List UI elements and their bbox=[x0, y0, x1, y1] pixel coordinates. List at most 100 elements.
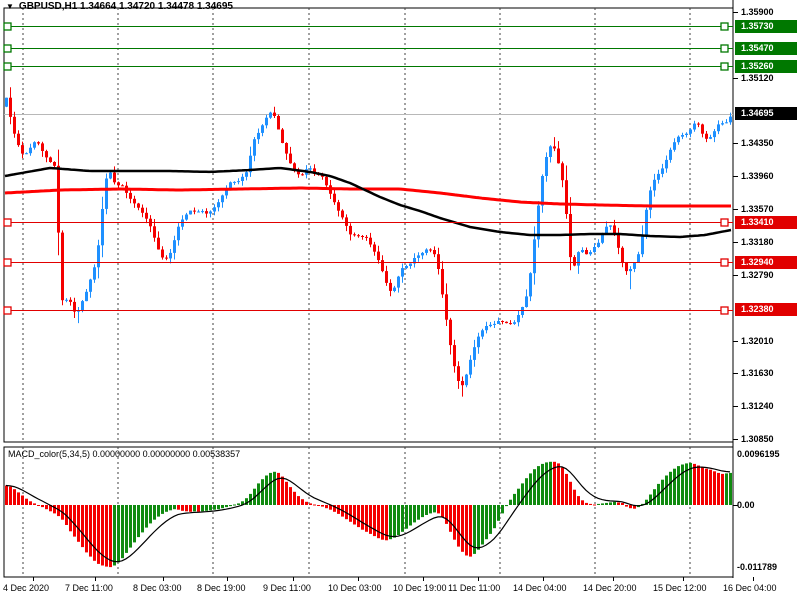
candle-bear bbox=[285, 143, 288, 154]
support-price-badge: 1.32380 bbox=[735, 303, 797, 317]
price-tick-label: 1.31240 bbox=[741, 400, 774, 411]
candle-bull bbox=[29, 147, 32, 154]
price-tick-label: 1.32010 bbox=[741, 335, 774, 346]
macd-bar-down bbox=[281, 476, 284, 505]
candle-bear bbox=[57, 165, 60, 233]
macd-bar-down bbox=[565, 473, 568, 505]
candle-bear bbox=[297, 170, 300, 175]
candle-bear bbox=[625, 262, 628, 272]
macd-bar-up bbox=[121, 505, 124, 559]
macd-bar-up bbox=[689, 462, 692, 505]
candle-bear bbox=[453, 345, 456, 367]
macd-bar-up bbox=[133, 505, 136, 543]
macd-bar-up bbox=[405, 505, 408, 529]
candle-bear bbox=[157, 237, 160, 250]
line-handle[interactable] bbox=[720, 306, 729, 315]
line-handle[interactable] bbox=[3, 218, 12, 227]
candle-bear bbox=[17, 133, 20, 146]
candle-bear bbox=[341, 210, 344, 218]
line-handle[interactable] bbox=[3, 44, 12, 53]
macd-bar-up bbox=[161, 505, 164, 514]
macd-bar-down bbox=[29, 501, 32, 505]
candle-bear bbox=[165, 257, 168, 259]
line-handle[interactable] bbox=[3, 258, 12, 267]
macd-bar-up bbox=[665, 475, 668, 505]
candle-bull bbox=[469, 359, 472, 375]
candle-bull bbox=[89, 279, 92, 292]
macd-bar-down bbox=[17, 492, 20, 505]
macd-bar-up bbox=[489, 505, 492, 534]
macd-bar-down bbox=[557, 463, 560, 505]
candle-bear bbox=[313, 168, 316, 174]
candle-bull bbox=[169, 252, 172, 259]
macd-bar-down bbox=[177, 505, 180, 510]
candle-bull bbox=[109, 172, 112, 179]
line-handle[interactable] bbox=[720, 62, 729, 71]
candle-bear bbox=[557, 148, 560, 164]
macd-bar-up bbox=[261, 479, 264, 505]
candle-bull bbox=[409, 263, 412, 266]
candle-bear bbox=[41, 143, 44, 151]
macd-bar-up bbox=[521, 483, 524, 505]
line-handle[interactable] bbox=[720, 44, 729, 53]
candle-bull bbox=[33, 142, 36, 148]
candle-bull bbox=[181, 219, 184, 227]
candle-bull bbox=[97, 245, 100, 268]
macd-bar-down bbox=[705, 468, 708, 505]
candle-bear bbox=[509, 323, 512, 325]
candle-bull bbox=[5, 97, 8, 107]
macd-bar-up bbox=[485, 505, 488, 540]
macd-bar-down bbox=[701, 467, 704, 505]
macd-bar-up bbox=[645, 499, 648, 505]
candle-bull bbox=[473, 347, 476, 360]
macd-bar-down bbox=[593, 504, 596, 506]
candle-bear bbox=[61, 232, 64, 301]
time-axis-label: 7 Dec 11:00 bbox=[65, 583, 113, 593]
macd-bar-up bbox=[153, 505, 156, 520]
candle-bear bbox=[205, 211, 208, 214]
macd-bar-up bbox=[497, 505, 500, 521]
candle-bull bbox=[549, 146, 552, 157]
line-handle[interactable] bbox=[720, 258, 729, 267]
macd-scale-label: -0.011789 bbox=[737, 562, 778, 573]
macd-bar-up bbox=[669, 471, 672, 505]
time-axis-label: 9 Dec 11:00 bbox=[263, 583, 311, 593]
macd-bar-down bbox=[437, 505, 440, 514]
chart-title-ohlc: GBPUSD,H1 1.34664 1.34720 1.34478 1.3469… bbox=[18, 1, 233, 12]
line-handle[interactable] bbox=[3, 62, 12, 71]
macd-bar-up bbox=[209, 505, 212, 511]
candle-bull bbox=[481, 330, 484, 337]
symbol-dropdown-icon[interactable]: ▼ bbox=[6, 1, 14, 11]
line-handle[interactable] bbox=[720, 218, 729, 227]
candle-bull bbox=[513, 322, 516, 324]
macd-bar-up bbox=[685, 463, 688, 505]
candle-bear bbox=[301, 174, 304, 176]
macd-bar-down bbox=[301, 499, 304, 505]
line-handle[interactable] bbox=[3, 306, 12, 315]
macd-bar-down bbox=[721, 473, 724, 505]
macd-bar-down bbox=[37, 505, 40, 506]
candle-bear bbox=[429, 249, 432, 251]
macd-bar-down bbox=[465, 505, 468, 556]
candle-bull bbox=[393, 287, 396, 291]
candle-bear bbox=[441, 269, 444, 295]
candle-bear bbox=[49, 157, 52, 162]
macd-indicator-label: MACD_color(5,34,5) 0.00000000 0.00000000… bbox=[8, 449, 241, 459]
macd-bar-down bbox=[25, 498, 28, 505]
candle-bear bbox=[389, 282, 392, 291]
macd-bar-down bbox=[713, 471, 716, 505]
macd-bar-up bbox=[165, 505, 168, 512]
candle-bear bbox=[113, 172, 116, 183]
candle-bull bbox=[485, 326, 488, 331]
line-handle[interactable] bbox=[720, 22, 729, 31]
time-axis-label: 14 Dec 04:00 bbox=[513, 583, 567, 593]
candle-bear bbox=[13, 116, 16, 134]
candle-bull bbox=[397, 276, 400, 288]
macd-bar-down bbox=[185, 505, 188, 512]
candle-bull bbox=[681, 135, 684, 137]
candle-bull bbox=[425, 249, 428, 253]
macd-bar-up bbox=[421, 505, 424, 518]
line-handle[interactable] bbox=[3, 22, 12, 31]
macd-bar-up bbox=[145, 505, 148, 528]
